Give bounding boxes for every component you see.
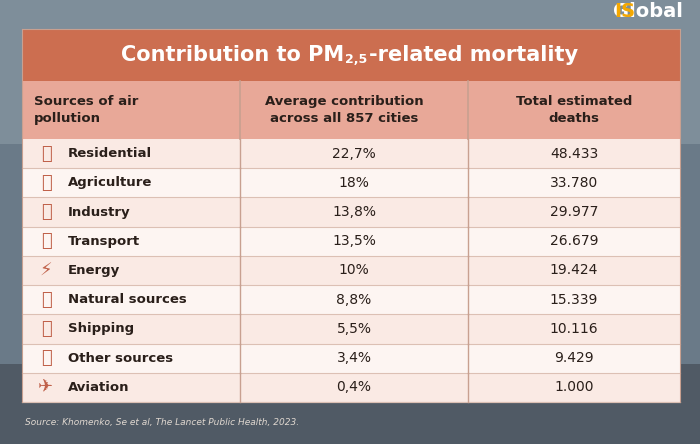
Bar xyxy=(0,364,700,444)
Text: ✈: ✈ xyxy=(38,378,54,396)
Text: 🚜: 🚜 xyxy=(41,174,51,192)
Bar xyxy=(22,139,680,168)
Text: Aviation: Aviation xyxy=(68,381,130,394)
Text: ⚡: ⚡ xyxy=(40,262,52,280)
Text: Source: Khomenko, Se et al, The Lancet Public Health, 2023.: Source: Khomenko, Se et al, The Lancet P… xyxy=(25,417,299,427)
Bar xyxy=(0,0,700,144)
Text: 19.424: 19.424 xyxy=(550,263,598,278)
Text: 15.339: 15.339 xyxy=(550,293,598,307)
Text: 🌋: 🌋 xyxy=(41,291,51,309)
Text: 3,4%: 3,4% xyxy=(337,351,372,365)
Text: 8,8%: 8,8% xyxy=(337,293,372,307)
Text: 10%: 10% xyxy=(339,263,370,278)
Text: 🧑: 🧑 xyxy=(41,349,51,367)
Text: Average contribution
across all 857 cities: Average contribution across all 857 citi… xyxy=(265,95,424,125)
Bar xyxy=(22,81,680,139)
Text: Industry: Industry xyxy=(68,206,131,218)
Text: 2,5: 2,5 xyxy=(345,53,368,67)
Text: Global: Global xyxy=(613,3,683,21)
Text: Residential: Residential xyxy=(68,147,152,160)
Text: Total estimated
deaths: Total estimated deaths xyxy=(516,95,632,125)
Text: 29.977: 29.977 xyxy=(550,205,598,219)
Text: Agriculture: Agriculture xyxy=(68,176,153,189)
Text: 🏭: 🏭 xyxy=(41,203,51,221)
Text: 1.000: 1.000 xyxy=(554,381,594,394)
FancyBboxPatch shape xyxy=(30,346,62,370)
Text: 22,7%: 22,7% xyxy=(332,147,376,161)
Text: Transport: Transport xyxy=(68,235,140,248)
Text: 48.433: 48.433 xyxy=(550,147,598,161)
Bar xyxy=(22,373,680,402)
Text: 18%: 18% xyxy=(339,176,370,190)
Text: IS: IS xyxy=(614,3,635,21)
Bar xyxy=(22,314,680,344)
Text: 🚗: 🚗 xyxy=(41,232,51,250)
FancyBboxPatch shape xyxy=(30,200,62,224)
Bar xyxy=(22,168,680,198)
Text: 33.780: 33.780 xyxy=(550,176,598,190)
FancyBboxPatch shape xyxy=(30,317,62,341)
Text: 13,5%: 13,5% xyxy=(332,234,376,248)
Text: 9.429: 9.429 xyxy=(554,351,594,365)
Text: -related mortality: -related mortality xyxy=(369,45,578,65)
Text: Shipping: Shipping xyxy=(68,322,134,336)
Text: 5,5%: 5,5% xyxy=(337,322,372,336)
FancyBboxPatch shape xyxy=(30,375,62,400)
Bar xyxy=(22,227,680,256)
FancyBboxPatch shape xyxy=(30,288,62,312)
FancyBboxPatch shape xyxy=(30,229,62,253)
FancyBboxPatch shape xyxy=(30,258,62,282)
Text: Contribution to PM: Contribution to PM xyxy=(121,45,344,65)
Bar xyxy=(22,29,680,402)
Text: Other sources: Other sources xyxy=(68,352,173,365)
Bar xyxy=(22,29,680,81)
Text: 10.116: 10.116 xyxy=(550,322,598,336)
Text: Natural sources: Natural sources xyxy=(68,293,187,306)
Text: Energy: Energy xyxy=(68,264,120,277)
Bar xyxy=(22,285,680,314)
Bar xyxy=(22,344,680,373)
Text: 🚢: 🚢 xyxy=(41,320,51,338)
Text: 🏠: 🏠 xyxy=(41,145,51,163)
Bar xyxy=(22,198,680,227)
Bar xyxy=(22,256,680,285)
FancyBboxPatch shape xyxy=(30,171,62,195)
Text: Sources of air
pollution: Sources of air pollution xyxy=(34,95,139,125)
Text: Contribution to PM  2,5-related mortality: Contribution to PM 2,5-related mortality xyxy=(108,44,592,64)
Text: 26.679: 26.679 xyxy=(550,234,598,248)
FancyBboxPatch shape xyxy=(30,142,62,166)
Text: 0,4%: 0,4% xyxy=(337,381,372,394)
Text: 13,8%: 13,8% xyxy=(332,205,376,219)
